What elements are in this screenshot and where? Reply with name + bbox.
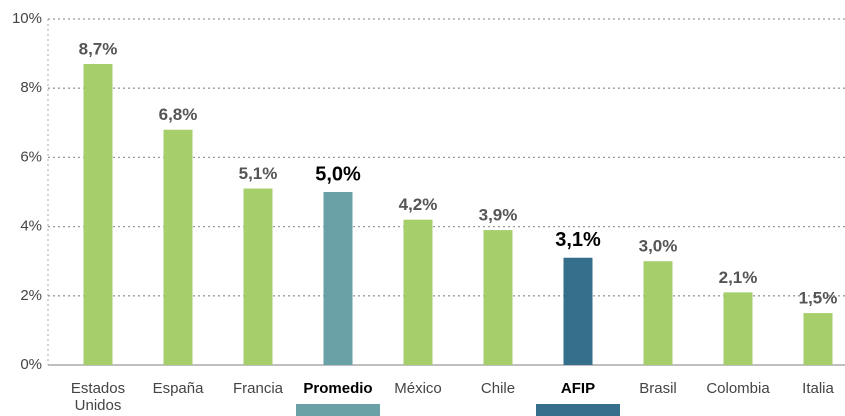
y-tick-label: 0% [20, 356, 42, 373]
bar [643, 261, 673, 365]
value-label: 4,2% [399, 195, 438, 214]
bar [803, 313, 833, 365]
x-tick-label: Estados Unidos [70, 380, 126, 414]
bar [163, 129, 193, 365]
value-label: 3,1% [555, 229, 601, 251]
x-tick-label: Colombia [706, 380, 770, 397]
x-tick-label: AFIP [560, 380, 596, 397]
x-tick-label: México [394, 380, 442, 397]
value-label: 5,1% [239, 164, 278, 183]
value-label: 6,8% [159, 105, 198, 124]
value-label: 2,1% [719, 268, 758, 287]
value-label: 3,0% [639, 237, 678, 256]
y-tick-label: 6% [20, 148, 42, 165]
bar [723, 292, 753, 365]
x-tick-label: Promedio [303, 380, 373, 397]
x-tick-label: Francia [232, 380, 284, 397]
value-label: 3,9% [479, 206, 518, 225]
value-label: 8,7% [79, 39, 118, 58]
category-marker [536, 404, 620, 416]
category-marker [296, 404, 380, 416]
bar [483, 230, 513, 365]
y-tick-label: 2% [20, 287, 42, 304]
bar [323, 192, 353, 365]
bar [243, 188, 273, 365]
x-tick-label: Italia [802, 380, 834, 397]
value-label: 1,5% [799, 289, 838, 308]
x-tick-label: España [152, 380, 204, 397]
y-tick-label: 4% [20, 218, 42, 235]
bar [563, 257, 593, 365]
bar [83, 63, 113, 365]
bar [403, 219, 433, 365]
x-tick-label: Brasil [639, 380, 677, 397]
value-label: 5,0% [315, 163, 361, 185]
y-tick-label: 10% [12, 10, 42, 27]
y-tick-label: 8% [20, 79, 42, 96]
x-tick-label: Chile [480, 380, 516, 397]
